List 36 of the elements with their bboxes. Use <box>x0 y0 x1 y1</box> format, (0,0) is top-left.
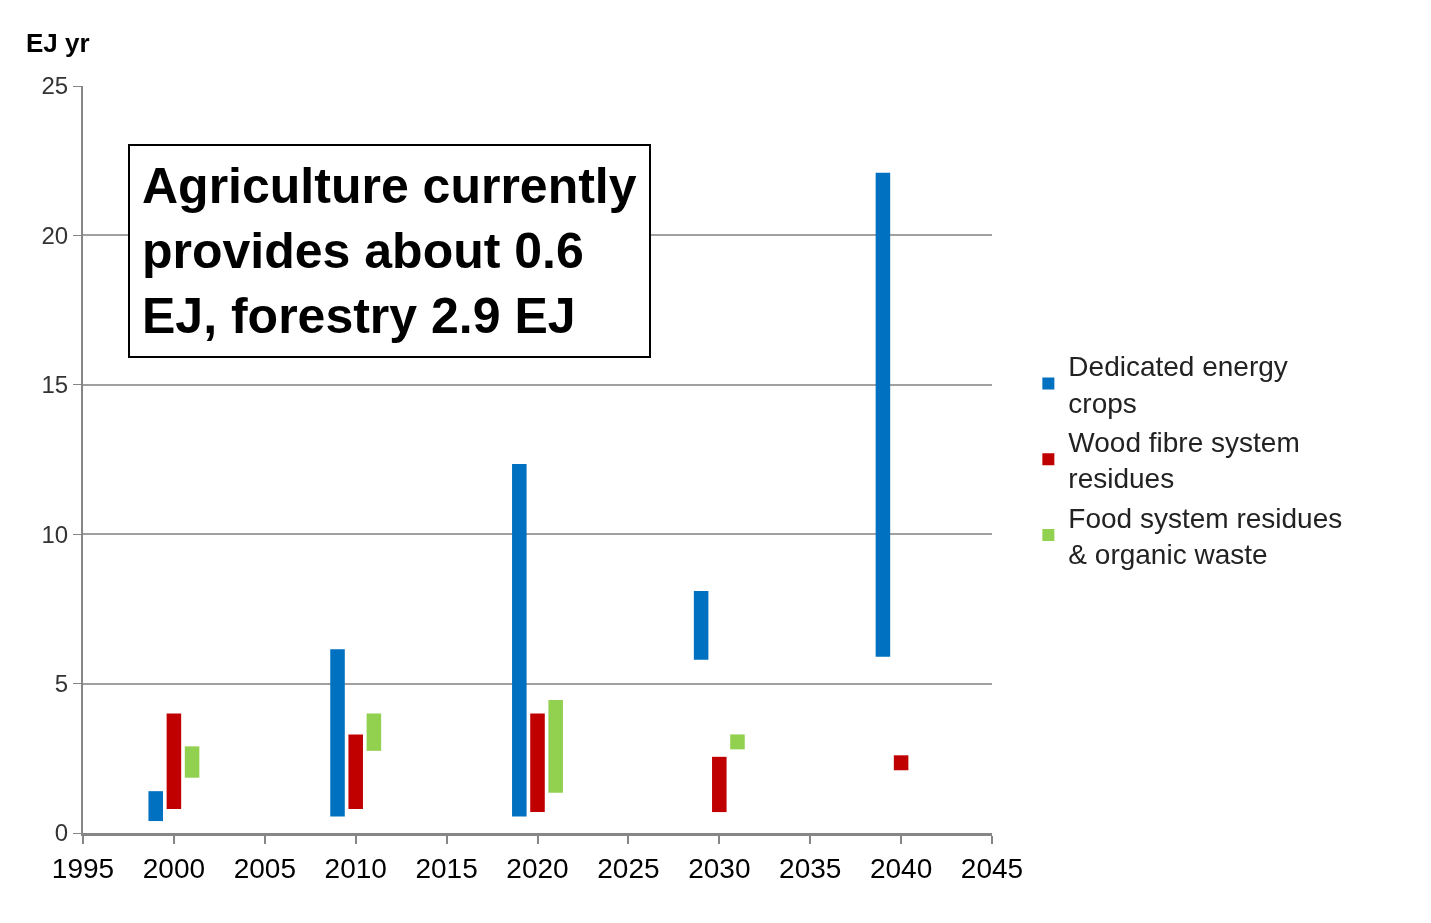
bar <box>730 734 745 750</box>
bar <box>366 713 382 751</box>
x-tick-label: 1995 <box>51 852 115 884</box>
y-tick-label: 0 <box>54 819 69 847</box>
bar <box>184 746 200 778</box>
bar <box>693 590 709 660</box>
legend-label: Wood fibre system residues <box>1068 426 1300 495</box>
x-tick-label: 2045 <box>960 852 1024 884</box>
y-tick-label: 20 <box>41 221 69 249</box>
bar <box>893 755 909 771</box>
x-tick-label: 2020 <box>506 852 569 884</box>
x-tick-label: 2030 <box>688 852 751 884</box>
y-tick-label: 5 <box>54 670 69 697</box>
x-tick-label: 2040 <box>869 852 933 884</box>
bar <box>530 713 545 813</box>
y-axis-title: EJ yr <box>26 28 90 58</box>
x-tick-label: 2010 <box>324 852 387 884</box>
y-tick-label: 10 <box>41 520 69 548</box>
y-tick-label: 15 <box>41 371 69 399</box>
x-tick-label: 2025 <box>597 852 660 884</box>
bar <box>148 791 163 822</box>
bar <box>512 463 527 817</box>
bar <box>330 649 345 817</box>
bar <box>875 172 891 657</box>
x-tick-label: 2005 <box>233 852 296 884</box>
annotation: Agriculture currently provides about 0.6 EJ, forestry 2.9 EJ <box>142 158 637 344</box>
bar <box>548 700 563 793</box>
bar <box>166 713 182 810</box>
legend-label: Dedicated energy crops <box>1068 351 1288 419</box>
bar <box>712 756 727 813</box>
bar <box>348 734 363 810</box>
x-tick-label: 2035 <box>779 852 842 884</box>
x-tick-label: 2000 <box>142 852 206 884</box>
x-tick-label: 2015 <box>415 852 478 884</box>
y-tick-label: 25 <box>41 72 69 100</box>
legend-label: Food system residues & organic waste <box>1068 502 1343 571</box>
